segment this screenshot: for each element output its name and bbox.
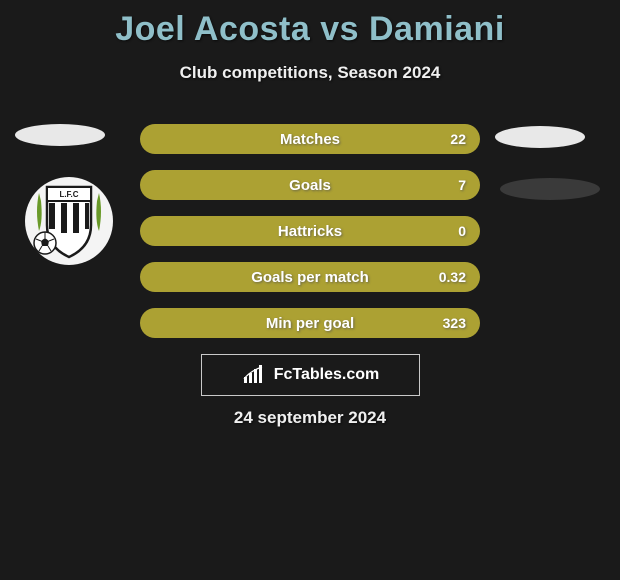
stat-row: Goals 7 — [140, 170, 480, 200]
stat-label: Min per goal — [266, 315, 354, 332]
player-right-placeholder-1 — [495, 126, 585, 148]
brand-text: FcTables.com — [274, 366, 380, 384]
shield-icon: L.F.C — [33, 181, 105, 261]
brand-badge[interactable]: FcTables.com — [201, 354, 420, 396]
stat-value: 7 — [458, 177, 466, 193]
stat-label: Goals per match — [251, 269, 369, 286]
stat-row: Matches 22 — [140, 124, 480, 154]
player-right-placeholder-2 — [500, 178, 600, 200]
stat-label: Goals — [289, 177, 331, 194]
comparison-card: Joel Acosta vs Damiani Club competitions… — [0, 0, 620, 580]
stat-value: 0.32 — [439, 269, 466, 285]
stat-value: 22 — [450, 131, 466, 147]
club-crest: L.F.C — [25, 177, 113, 265]
stat-row: Min per goal 323 — [140, 308, 480, 338]
stat-value: 323 — [443, 315, 466, 331]
date-text: 24 september 2024 — [0, 408, 620, 428]
stat-label: Matches — [280, 131, 340, 148]
bar-chart-icon — [242, 365, 266, 385]
stat-label: Hattricks — [278, 223, 342, 240]
stat-row: Goals per match 0.32 — [140, 262, 480, 292]
page-title: Joel Acosta vs Damiani — [0, 0, 620, 49]
svg-text:L.F.C: L.F.C — [59, 190, 78, 199]
stat-value: 0 — [458, 223, 466, 239]
stat-row: Hattricks 0 — [140, 216, 480, 246]
player-left-placeholder-1 — [15, 124, 105, 146]
stats-list: Matches 22 Goals 7 Hattricks 0 Goals per… — [140, 124, 480, 354]
page-subtitle: Club competitions, Season 2024 — [0, 63, 620, 83]
